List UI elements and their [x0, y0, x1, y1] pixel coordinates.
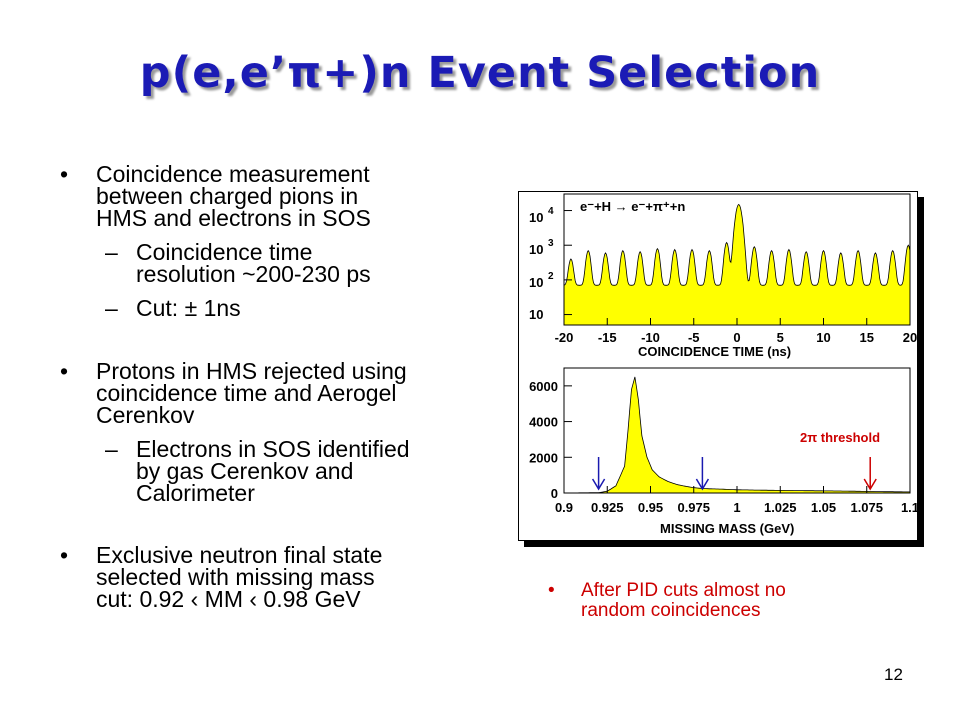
bottom-x-tick-label: 1.025: [764, 500, 797, 515]
bullet-dot-icon: •: [60, 542, 69, 568]
bullet-1-line-2: between charged pions in: [96, 183, 359, 209]
figure-panel: [518, 191, 918, 541]
top-y-tick-4-base: 10: [529, 210, 543, 225]
top-y-tick-2-base: 10: [529, 275, 543, 290]
top-y-tick-3-base: 10: [529, 242, 543, 257]
top-x-tick-label: 15: [860, 330, 874, 345]
sub-bullet-dash: –: [105, 239, 118, 265]
top-axis-ticks: [563, 210, 911, 325]
missing-mass-chart: 0 2000 4000 6000 0.9 0.925 0.95 0.975 1 1.025 1.0…: [529, 367, 918, 536]
bullet-dot-icon: •: [548, 580, 555, 601]
bottom-y-tick-label: 0: [551, 486, 558, 501]
bottom-x-tick-label: 1.1: [901, 500, 918, 515]
top-chart-title: e⁻+H → e⁻+π⁺+n: [580, 199, 685, 214]
sub-bullet-2-1-line-3: Calorimeter: [136, 480, 255, 506]
top-x-tick-label: 0: [733, 330, 740, 345]
bottom-histogram-area: [564, 376, 910, 493]
cut-arrow-icon: [695, 457, 710, 491]
bottom-x-tick-label: 1.05: [811, 500, 836, 515]
bottom-y-tick-label: 6000: [529, 379, 558, 394]
cut-arrow-icon: [863, 457, 877, 491]
bottom-x-axis-label: MISSING MASS (GeV): [660, 521, 794, 536]
sub-bullet-dash: –: [105, 295, 118, 321]
sub-bullet-1-2: – Cut: ± 1ns: [60, 295, 470, 321]
bullet-1: • Coincidence measurement between charge…: [60, 161, 470, 231]
top-x-tick-label: -20: [555, 330, 574, 345]
bottom-y-tick-label: 2000: [529, 450, 558, 465]
top-x-tick-label: 5: [777, 330, 784, 345]
top-y-tick-1-base: 10: [529, 307, 543, 322]
side-note: • After PID cuts almost no random coinci…: [548, 581, 911, 621]
bottom-x-tick-label: 0.975: [677, 500, 710, 515]
bullet-3-line-3: cut: 0.92 ‹ MM ‹ 0.98 GeV: [96, 586, 361, 612]
bottom-y-tick-label: 4000: [529, 415, 558, 430]
top-x-axis-label: COINCIDENCE TIME (ns): [638, 344, 791, 359]
two-pi-threshold-label: 2π threshold: [800, 430, 880, 445]
slide-title: p(e,e’π+)n Event Selection: [139, 48, 821, 98]
bullet-2: • Protons in HMS rejected using coincide…: [60, 358, 470, 428]
top-y-tick-label-2: 10 2: [529, 271, 554, 290]
bullet-content: • Coincidence measurement between charge…: [60, 161, 470, 612]
bottom-x-tick-label: 0.95: [638, 500, 663, 515]
top-histogram-outline: [563, 203, 911, 286]
bullet-dot-icon: •: [60, 161, 69, 187]
coincidence-time-chart: e⁻+H → e⁻+π⁺+n 10 10 2 10 3 10 4 -20 -15-…: [529, 193, 918, 359]
top-x-tick-label: 20: [903, 330, 917, 345]
top-y-tick-label-1: 10: [529, 307, 543, 322]
sub-bullet-2-1-line-1: Electrons in SOS identified: [136, 436, 410, 462]
top-y-tick-label-3: 10 3: [529, 238, 554, 257]
bullet-dot-icon: •: [60, 358, 69, 384]
sub-bullet-1-1-line-2: resolution ~200-230 ps: [136, 261, 371, 287]
sub-bullet-1-2-line-1: Cut: ± 1ns: [136, 295, 241, 321]
bullet-2-line-3: Cerenkov: [96, 402, 195, 428]
sub-bullet-2-1: – Electrons in SOS identified by gas Cer…: [60, 436, 470, 506]
bottom-y-tick-labels: 0 2000 4000 6000: [529, 379, 558, 501]
top-y-tick-4-exp: 4: [548, 206, 554, 217]
bullet-3-line-2: selected with missing mass: [96, 564, 375, 590]
bullet-2-line-1: Protons in HMS rejected using: [96, 358, 407, 384]
figure-svg: e⁻+H → e⁻+π⁺+n 10 10 2 10 3 10 4 -20 -15-…: [529, 193, 918, 536]
top-x-tick-label: -15: [598, 330, 617, 345]
bullet-1-line-1: Coincidence measurement: [96, 161, 370, 187]
cut-markers: [591, 457, 877, 491]
top-histogram-area: [564, 204, 910, 325]
bottom-x-tick-label: 1.075: [850, 500, 883, 515]
bottom-x-tick-label: 0.925: [591, 500, 624, 515]
bottom-x-tick-labels: 0.9 0.925 0.95 0.975 1 1.025 1.05 1.075 1.1: [555, 500, 918, 515]
sub-bullet-1-1-line-1: Coincidence time: [136, 239, 313, 265]
top-y-tick-label-4: 10 4: [529, 206, 554, 225]
bullet-2-line-2: coincidence time and Aerogel: [96, 380, 397, 406]
top-y-tick-2-exp: 2: [548, 271, 554, 282]
top-x-tick-label: 10: [816, 330, 830, 345]
bullet-3-line-1: Exclusive neutron final state: [96, 542, 383, 568]
bottom-x-tick-label: 1: [733, 500, 740, 515]
bottom-x-tick-label: 0.9: [555, 500, 573, 515]
bottom-axis-ticks: [563, 385, 911, 494]
sub-bullet-dash: –: [105, 436, 118, 462]
sub-bullet-1-1: – Coincidence time resolution ~200-230 p…: [60, 239, 470, 287]
top-x-tick-label: -5: [688, 330, 700, 345]
side-note-line-1: After PID cuts almost no: [581, 580, 786, 601]
top-x-tick-labels: -20 -15 -10 -5 0 5 10 15 20: [555, 330, 918, 345]
sub-bullet-2-1-line-2: by gas Cerenkov and: [136, 458, 354, 484]
page-number: 12: [884, 665, 903, 684]
side-note-line-2: random coincidences: [581, 600, 761, 621]
top-x-tick-label: -10: [641, 330, 660, 345]
bullet-1-line-3: HMS and electrons in SOS: [96, 205, 371, 231]
bullet-3: • Exclusive neutron final state selected…: [60, 542, 470, 612]
cut-arrow-icon: [591, 457, 606, 491]
top-y-tick-3-exp: 3: [548, 238, 554, 249]
